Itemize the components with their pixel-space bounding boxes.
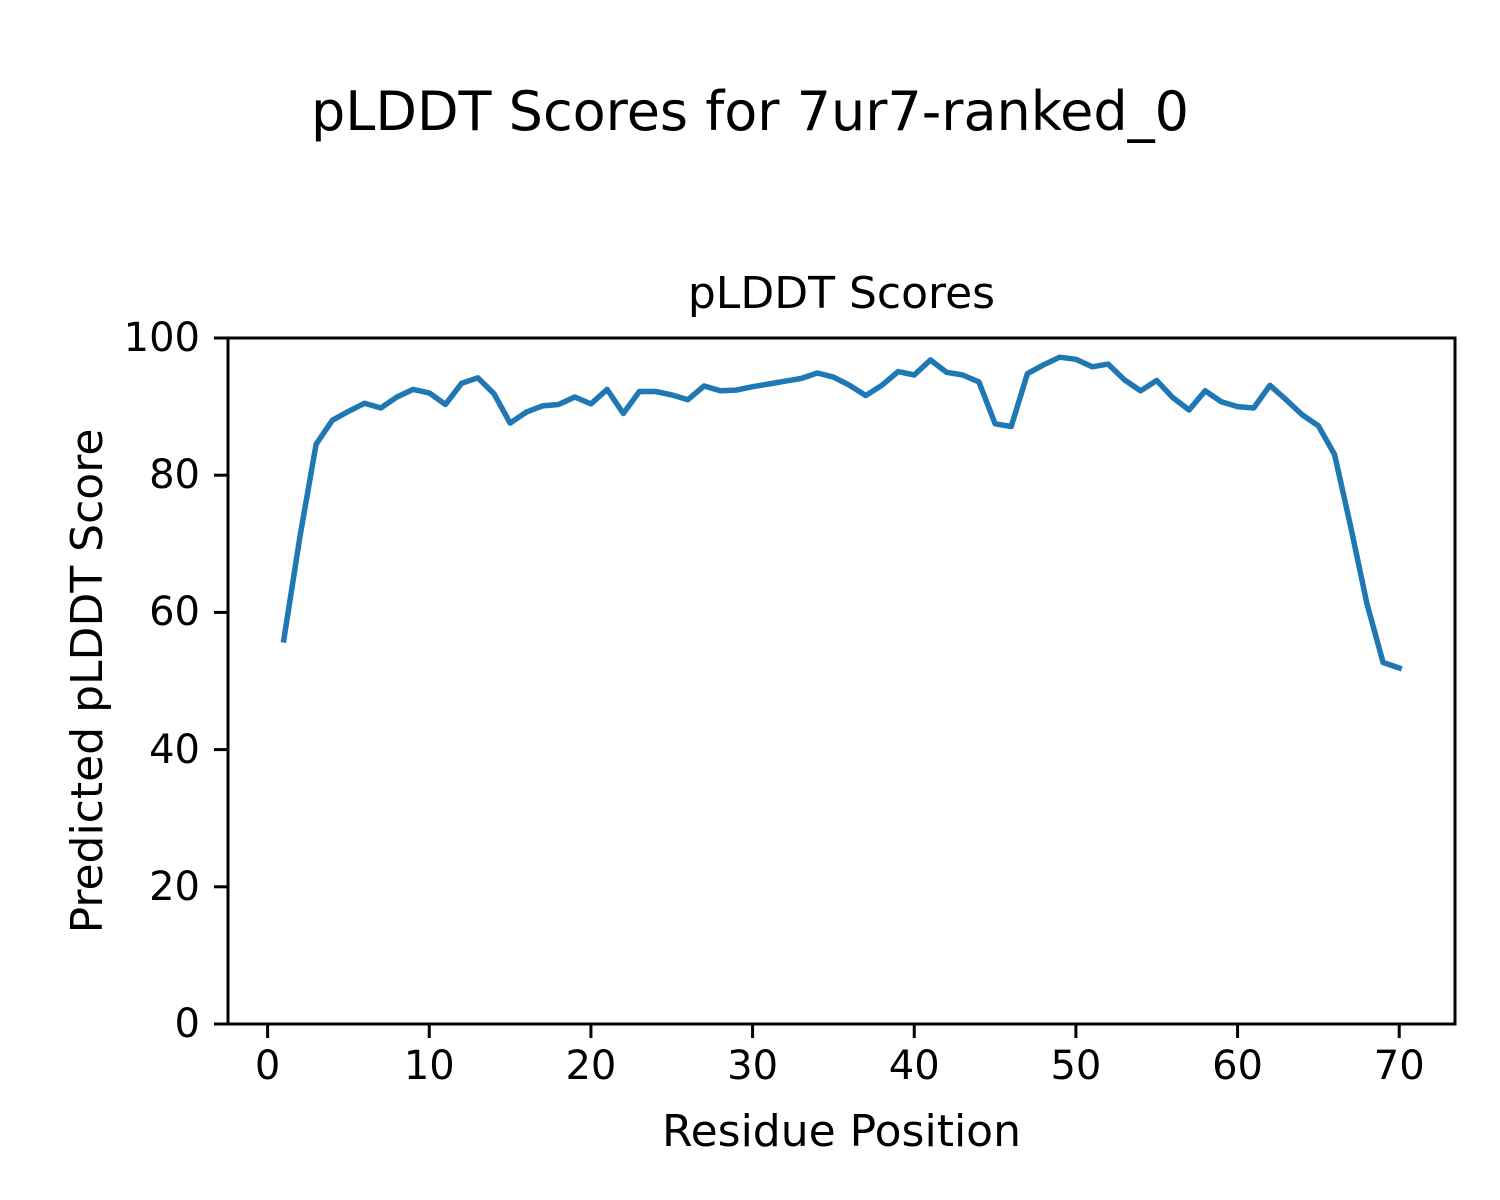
x-axis-tick-label: 70 <box>1373 1043 1425 1089</box>
y-axis-label: Predicted pLDDT Score <box>61 428 113 934</box>
x-axis-tick-label: 50 <box>1050 1043 1102 1089</box>
x-axis-tick-label: 0 <box>254 1043 281 1089</box>
y-axis-tick-label: 80 <box>149 452 200 499</box>
y-axis-tick-label: 60 <box>149 589 200 636</box>
plot-frame <box>226 336 1457 1026</box>
x-axis-label: Residue Position <box>661 1106 1021 1157</box>
figure-title: pLDDT Scores for 7ur7-ranked_0 <box>311 80 1189 143</box>
y-axis-tick-label: 0 <box>174 1001 200 1047</box>
axes-title: pLDDT Scores <box>687 268 996 319</box>
x-axis-tick-label: 40 <box>888 1043 940 1089</box>
y-axis-tick-label: 100 <box>123 315 200 361</box>
y-axis-tick-label: 40 <box>149 726 200 773</box>
x-axis-tick-label: 60 <box>1212 1043 1264 1089</box>
x-axis-tick-label: 10 <box>403 1043 455 1089</box>
x-axis-tick-label: 30 <box>727 1043 779 1089</box>
plddt-line <box>280 354 1403 672</box>
y-axis-tick-label: 20 <box>149 863 200 910</box>
x-axis-tick-label: 20 <box>565 1043 617 1089</box>
